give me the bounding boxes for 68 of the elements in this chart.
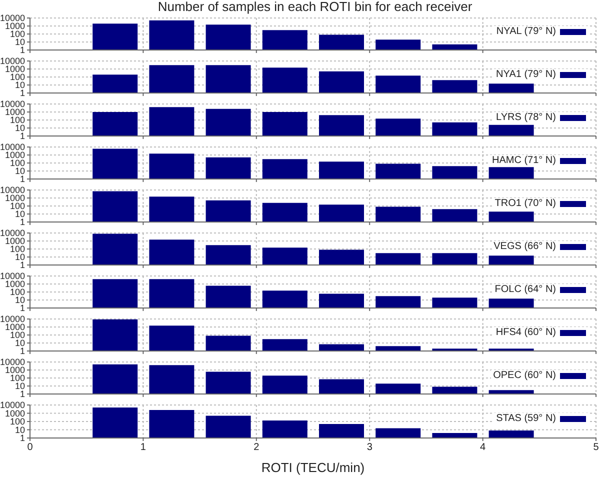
y-tick-label: 10 [14, 209, 25, 220]
y-tick-label: 10000 [0, 185, 25, 196]
y-tick-label: 10 [14, 424, 25, 435]
y-tick-label: 1 [20, 346, 25, 356]
y-tick-label: 1000 [4, 150, 25, 160]
y-tick-label: 100 [10, 72, 25, 82]
y-tick-label: 1000 [4, 322, 25, 332]
y-tick-label: 10 [14, 123, 25, 134]
y-tick-label: 10000 [0, 13, 25, 24]
legend-label: HFS4 (60° N) [496, 327, 556, 339]
y-tick-label: 10000 [0, 271, 25, 282]
y-tick-label: 1 [20, 433, 25, 444]
y-tick-label: 10 [14, 295, 25, 306]
y-tick-label: 10 [14, 252, 25, 262]
y-tick-label: 100 [10, 201, 25, 212]
y-tick-label: 100 [10, 244, 25, 254]
legend-label: LYRS (78° N) [496, 112, 556, 124]
legend-label: OPEC (60° N) [493, 370, 556, 382]
y-tick-label: 1 [20, 174, 25, 184]
legend-label: NYA1 (79° N) [496, 69, 556, 81]
legend-label: STAS (59° N) [496, 413, 556, 425]
y-tick-label: 1000 [4, 21, 25, 32]
y-tick-label: 100 [10, 373, 25, 384]
y-tick-label: 10 [14, 166, 25, 176]
chart-title: Number of samples in each ROTI bin for each receiver [156, 0, 474, 14]
x-tick-label: 5 [593, 442, 600, 454]
y-tick-label: 100 [10, 416, 25, 427]
y-tick-label: 10000 [0, 99, 25, 110]
y-tick-label: 1 [20, 131, 25, 142]
y-tick-label: 10000 [0, 142, 25, 152]
y-tick-label: 1 [20, 389, 25, 400]
y-tick-label: 10 [14, 37, 25, 48]
y-tick-label: 10000 [0, 314, 25, 324]
y-tick-label: 1000 [4, 107, 25, 118]
y-tick-label: 10000 [0, 357, 25, 368]
y-tick-label: 10000 [0, 228, 25, 238]
y-tick-label: 10000 [0, 400, 25, 410]
legend-label: NYAL (79° N) [496, 26, 556, 38]
y-tick-label: 10 [14, 338, 25, 348]
y-tick-label: 100 [10, 287, 25, 298]
y-tick-label: 100 [10, 158, 25, 168]
x-tick-label: 2 [254, 442, 260, 454]
y-tick-label: 1 [20, 88, 25, 98]
x-tick-label: 3 [366, 442, 373, 454]
y-tick-label: 10000 [0, 56, 25, 66]
y-tick-label: 10 [14, 80, 25, 90]
x-tick-label: 4 [480, 442, 486, 454]
y-tick-label: 1 [20, 217, 25, 228]
legend-label: FOLC (64° N) [494, 284, 556, 296]
y-tick-label: 1 [20, 45, 25, 56]
x-tick-label: 1 [140, 442, 146, 454]
y-tick-label: 100 [10, 115, 25, 126]
x-tick-label: 0 [27, 442, 34, 454]
y-tick-label: 10 [14, 381, 25, 392]
legend-label: TRO1 (70° N) [494, 198, 556, 210]
y-tick-label: 100 [10, 330, 25, 340]
y-tick-label: 1000 [4, 236, 25, 246]
y-tick-label: 1 [20, 303, 25, 314]
y-tick-label: 1000 [4, 64, 25, 74]
legend-label: HAMC (71° N) [492, 155, 556, 167]
y-tick-label: 1000 [4, 408, 25, 418]
y-tick-label: 1000 [4, 193, 25, 204]
legend-label: VEGS (66° N) [494, 241, 556, 253]
x-axis-title: ROTI (TECU/min) [261, 460, 365, 475]
y-tick-label: 1000 [4, 365, 25, 376]
y-tick-label: 1 [20, 260, 25, 270]
y-tick-label: 100 [10, 29, 25, 40]
y-tick-label: 1000 [4, 279, 25, 290]
